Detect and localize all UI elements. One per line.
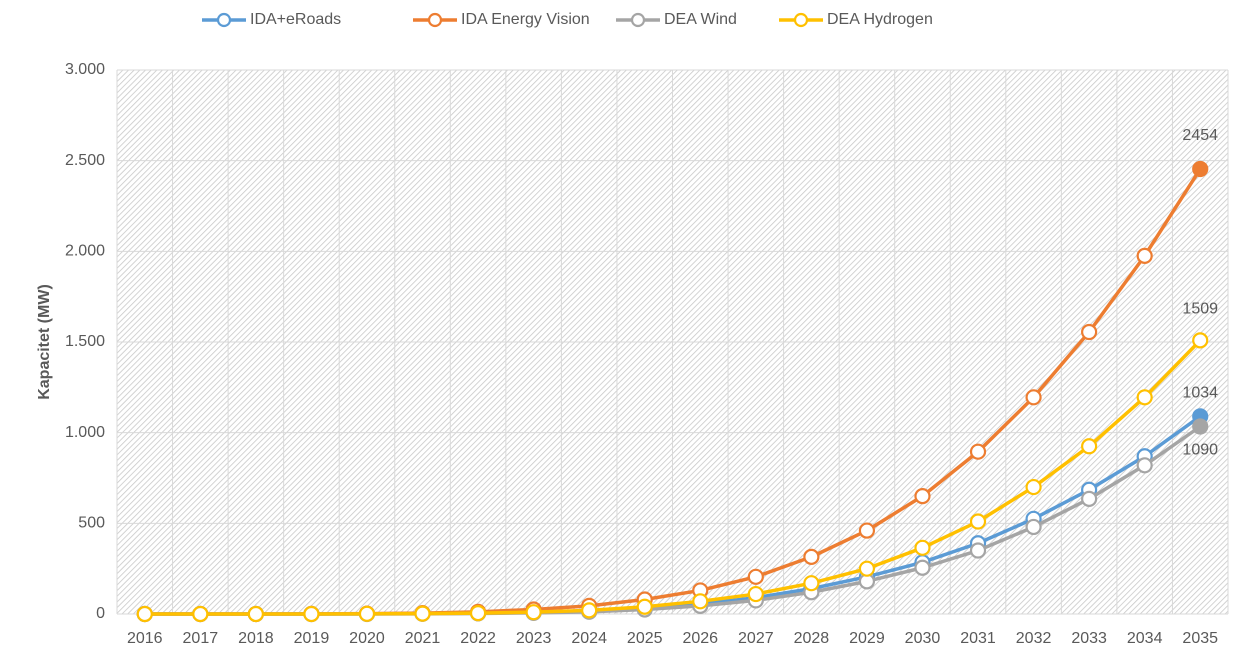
data-point [747, 568, 764, 585]
data-point [525, 604, 542, 621]
y-tick-label: 2.500 [65, 152, 105, 169]
legend-label: IDA+eRoads [250, 11, 341, 28]
data-label: 1509 [1182, 301, 1218, 318]
data-point [747, 585, 764, 603]
data-point [1025, 389, 1042, 406]
data-point [1025, 518, 1042, 536]
data-point [1136, 389, 1153, 406]
data-point [1192, 332, 1209, 349]
data-point [969, 542, 987, 559]
data-point [858, 560, 876, 577]
x-tick-label: 2029 [849, 630, 885, 647]
x-tick-label: 2027 [738, 630, 774, 647]
data-point [969, 513, 987, 530]
data-point [1081, 323, 1098, 341]
data-point [1081, 438, 1098, 455]
data-point [469, 604, 487, 622]
x-tick-label: 2022 [460, 630, 496, 647]
y-tick-label: 500 [78, 515, 105, 532]
data-label: 1090 [1182, 442, 1218, 459]
y-tick-label: 3.000 [65, 61, 105, 78]
x-tick-label: 2030 [905, 630, 941, 647]
data-point [192, 605, 209, 623]
y-axis-title: Kapacitet (MW) [36, 284, 53, 400]
x-tick-label: 2021 [405, 630, 441, 647]
data-point [969, 443, 987, 460]
data-point [803, 548, 820, 565]
x-tick-label: 2035 [1182, 630, 1218, 647]
x-tick-label: 2018 [238, 630, 274, 647]
y-tick-label: 1.500 [65, 333, 105, 350]
data-point [858, 522, 876, 539]
x-tick-label: 2020 [349, 630, 385, 647]
data-point [803, 575, 820, 592]
legend-label: DEA Wind [664, 11, 737, 28]
x-tick-label: 2031 [960, 630, 996, 647]
data-point [247, 605, 264, 623]
x-tick-label: 2026 [682, 630, 718, 647]
data-point [581, 602, 598, 619]
data-point [1081, 490, 1098, 507]
data-point [303, 605, 320, 623]
legend-marker [427, 12, 443, 28]
data-point [1025, 478, 1042, 496]
data-point [1192, 418, 1209, 435]
legend-label: IDA Energy Vision [461, 11, 590, 28]
x-tick-label: 2033 [1071, 630, 1107, 647]
data-point [1192, 160, 1209, 178]
data-point [1136, 457, 1153, 474]
legend-marker [793, 12, 809, 28]
series-line [144, 339, 1202, 616]
legend-marker [630, 12, 646, 28]
y-tick-label: 1.000 [65, 424, 105, 441]
x-tick-label: 2023 [516, 630, 552, 647]
x-tick-label: 2034 [1127, 630, 1163, 647]
data-point [692, 593, 709, 610]
x-tick-label: 2028 [794, 630, 830, 647]
x-tick-label: 2019 [294, 630, 330, 647]
data-point [636, 598, 653, 615]
y-tick-label: 0 [96, 605, 105, 622]
legend-label: DEA Hydrogen [827, 11, 933, 28]
x-tick-label: 2025 [627, 630, 663, 647]
x-tick-label: 2032 [1016, 630, 1052, 647]
data-point [914, 559, 931, 576]
data-point [414, 605, 431, 622]
x-tick-label: 2024 [571, 630, 607, 647]
data-point [914, 488, 931, 505]
data-label: 1034 [1182, 385, 1218, 402]
legend-marker [216, 12, 232, 28]
data-point [358, 605, 376, 622]
data-label: 2454 [1182, 127, 1218, 144]
data-point [136, 605, 153, 623]
data-point [914, 539, 931, 556]
y-tick-label: 2.000 [65, 243, 105, 260]
x-tick-label: 2016 [127, 630, 163, 647]
data-point [1136, 247, 1153, 264]
x-tick-label: 2017 [183, 630, 219, 647]
